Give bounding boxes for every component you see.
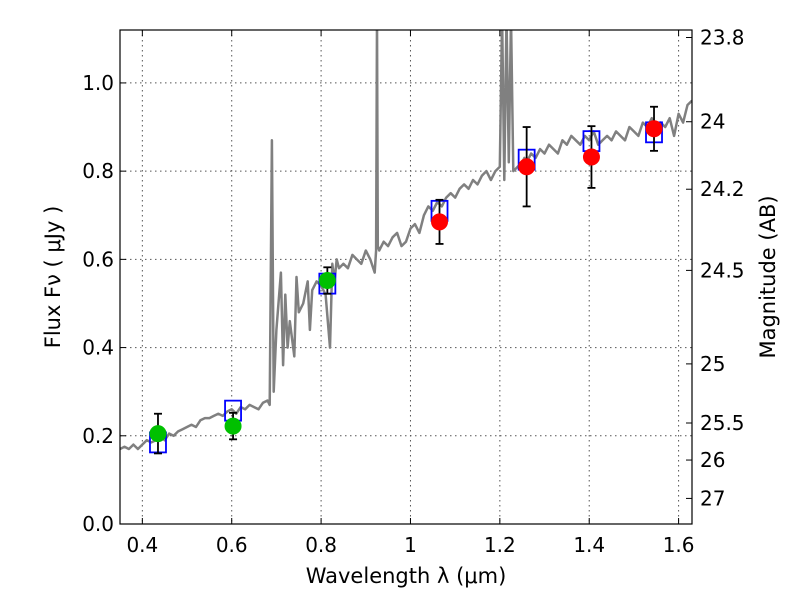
marker-layer xyxy=(149,105,663,455)
y2-tick-label: 25 xyxy=(700,352,725,376)
y-tick-label: 0.0 xyxy=(82,512,114,536)
x-tick-label: 0.8 xyxy=(305,533,337,557)
y-tick-label: 0.4 xyxy=(82,336,114,360)
y-tick-label: 0.8 xyxy=(82,159,114,183)
y-tick-label: 0.6 xyxy=(82,247,114,271)
data-point xyxy=(318,272,336,290)
x-axis-label: Wavelength λ (μm) xyxy=(306,564,507,588)
data-point xyxy=(224,417,242,435)
y-tick-label: 1.0 xyxy=(82,71,114,95)
data-point xyxy=(645,120,663,138)
y2-tick-label: 24.5 xyxy=(700,258,745,282)
x-tick-label: 1.4 xyxy=(573,533,605,557)
y2-tick-label: 26 xyxy=(700,448,725,472)
y2-tick-label: 25.5 xyxy=(700,411,745,435)
y-axis-label: Flux Fν ( μJy ) xyxy=(41,206,65,349)
data-point xyxy=(582,148,600,166)
y2-tick-label: 27 xyxy=(700,486,725,510)
data-point xyxy=(431,213,449,231)
plot-frame xyxy=(119,29,693,525)
spectrum-layer xyxy=(120,30,692,451)
y2-tick-label: 23.8 xyxy=(700,25,745,49)
x-tick-label: 1.2 xyxy=(484,533,516,557)
spectrum-line xyxy=(120,30,692,451)
y2-tick-label: 24.2 xyxy=(700,177,745,201)
x-tick-label: 0.6 xyxy=(216,533,248,557)
x-tick-label: 0.4 xyxy=(126,533,158,557)
x-tick-label: 1.6 xyxy=(663,533,695,557)
data-point xyxy=(149,425,167,443)
y-tick-label: 0.2 xyxy=(82,424,114,448)
y2-axis-ticks: 23.8 24 24.2 24.5 25 25.5 26 27 xyxy=(686,25,745,510)
plot-background xyxy=(120,30,692,524)
x-axis-ticks: 0.4 0.6 0.8 1 1.2 1.4 1.6 xyxy=(126,30,695,557)
y2-axis-label: Magnitude (AB) xyxy=(756,195,780,358)
y-axis-ticks: 0.0 0.2 0.4 0.6 0.8 1.0 xyxy=(82,71,126,536)
data-point xyxy=(518,158,536,176)
y2-tick-label: 24 xyxy=(700,110,725,134)
x-tick-label: 1 xyxy=(404,533,417,557)
grid xyxy=(120,30,692,524)
